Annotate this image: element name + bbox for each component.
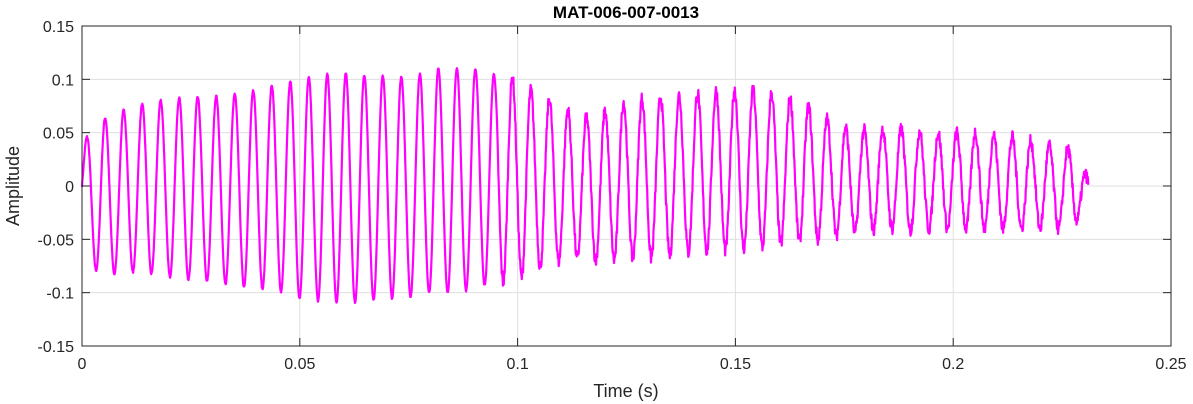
x-tick-label: 0.25 [1155,356,1186,373]
y-tick-label: 0.15 [43,19,74,36]
y-tick-label: 0.1 [52,72,74,89]
x-tick-label: 0 [78,356,87,373]
x-tick-label: 0.15 [720,356,751,373]
y-tick-label: -0.15 [38,339,75,356]
x-tick-label: 0.2 [942,356,964,373]
y-tick-label: -0.05 [38,232,75,249]
x-tick-labels: 0 0.05 0.1 0.15 0.2 0.25 [78,356,1187,373]
y-tick-label: 0 [65,179,74,196]
x-tick-label: 0.1 [506,356,528,373]
series-layer [80,67,1090,305]
x-axis-label: Time (s) [593,381,658,401]
x-tick-label: 0.05 [284,356,315,373]
y-axis-label: Amplitude [3,146,23,226]
y-tick-labels: -0.15 -0.1 -0.05 0 0.05 0.1 0.15 [38,19,75,356]
y-tick-label: -0.1 [46,286,74,303]
amplitude-series-line [80,67,1090,305]
chart-title: MAT-006-007-0013 [553,3,699,22]
y-tick-label: 0.05 [43,126,74,143]
tick-marks [81,25,1172,347]
